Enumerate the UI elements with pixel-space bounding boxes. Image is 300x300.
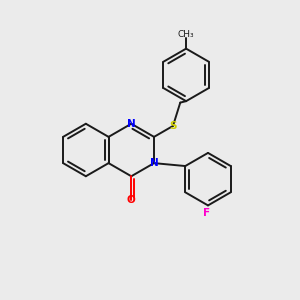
Text: O: O [127, 195, 136, 205]
Text: S: S [169, 121, 177, 131]
Text: N: N [127, 119, 136, 129]
Text: N: N [150, 158, 158, 168]
Text: CH₃: CH₃ [178, 30, 194, 39]
Text: F: F [203, 208, 210, 218]
